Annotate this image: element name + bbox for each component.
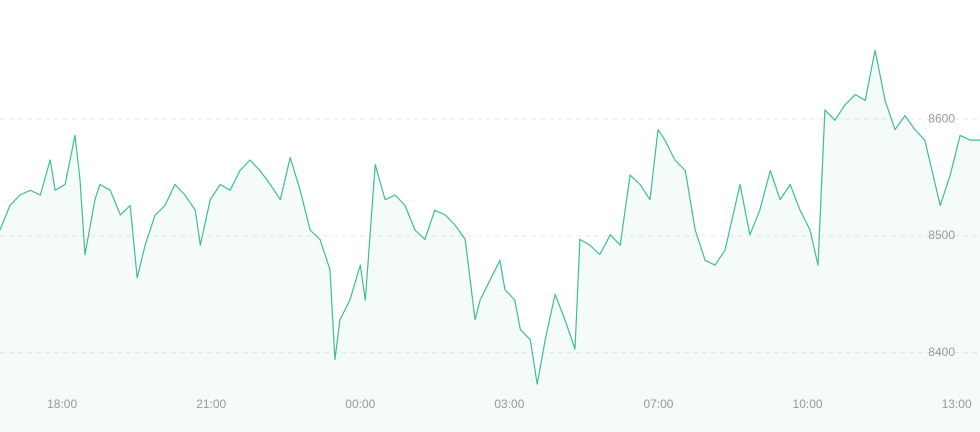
x-tick-label: 07:00 [643, 397, 673, 411]
area [0, 50, 980, 432]
y-tick-label: 8600 [928, 111, 955, 125]
x-tick-label: 21:00 [196, 397, 226, 411]
x-tick-label: 10:00 [793, 397, 823, 411]
line [0, 49, 980, 385]
y-tick-label: 8400 [928, 345, 955, 359]
x-tick-label: 13:00 [942, 397, 972, 411]
x-tick-label: 03:00 [494, 397, 524, 411]
y-tick-label: 8500 [928, 228, 955, 242]
x-tick-label: 18:00 [47, 397, 77, 411]
x-tick-label: 00:00 [345, 397, 375, 411]
